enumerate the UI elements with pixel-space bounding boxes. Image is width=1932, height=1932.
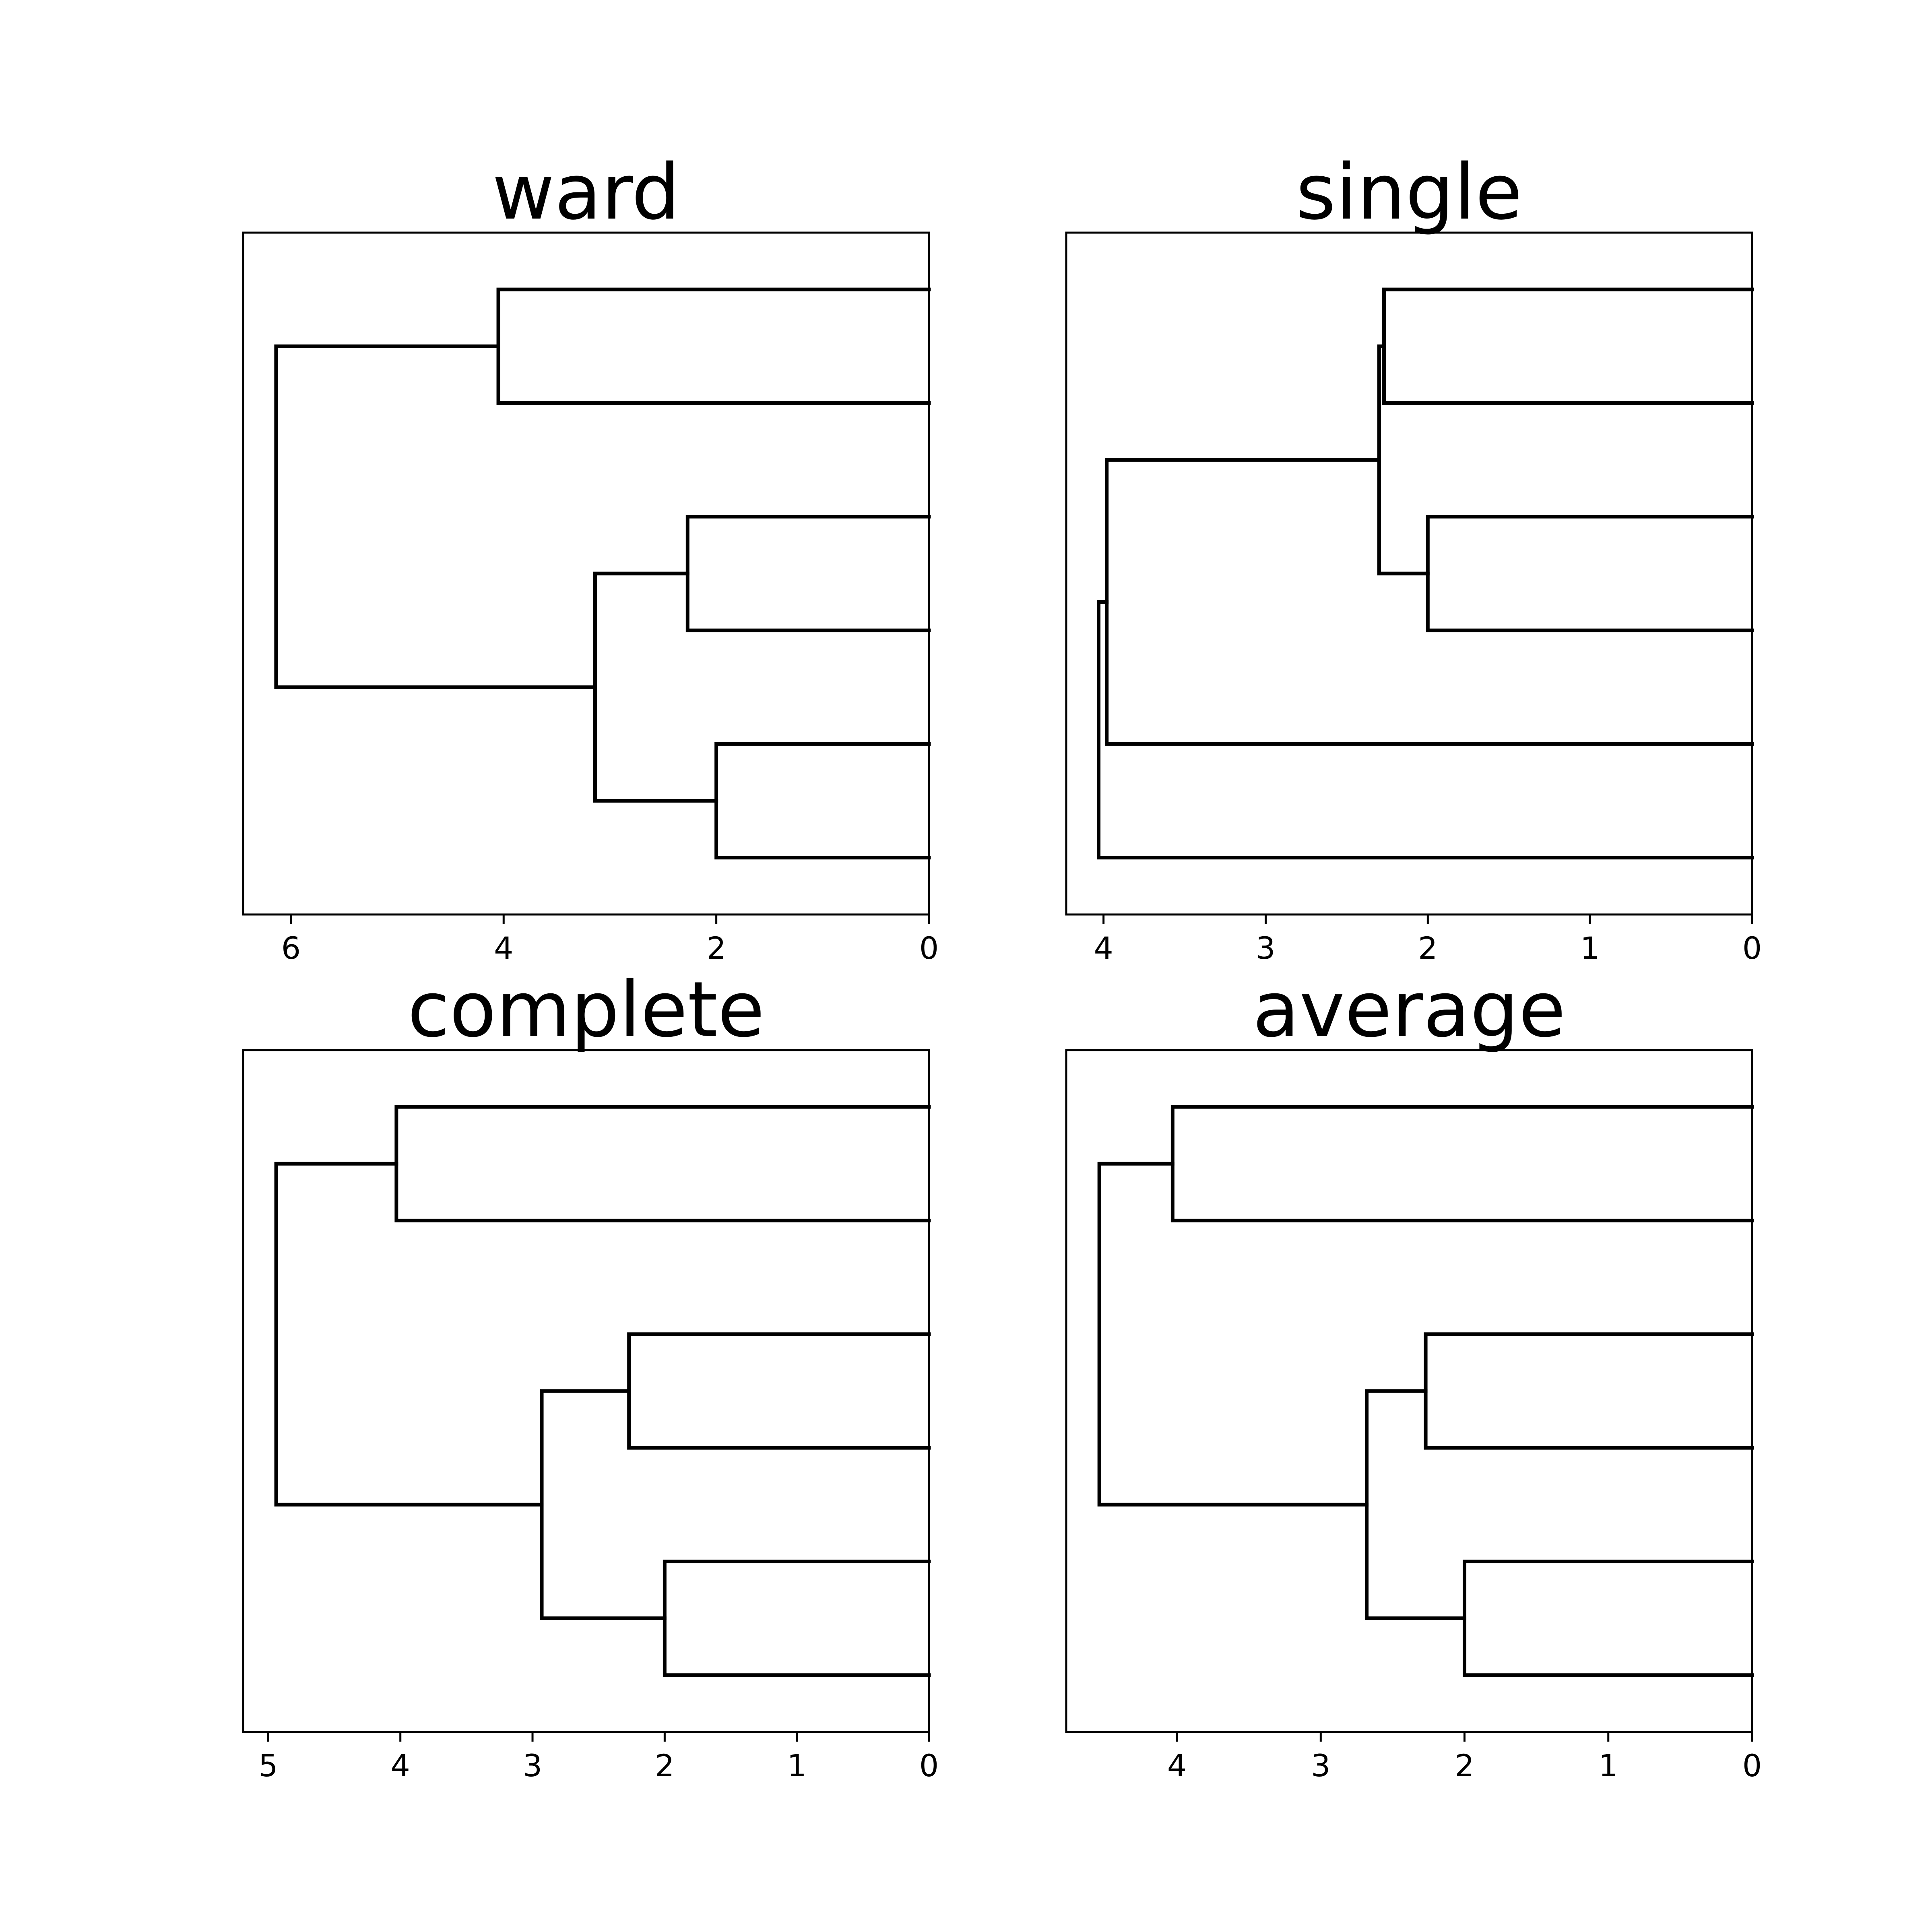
dendrogram-link-3 (1463, 1559, 1754, 1677)
dendrogram-link-1 (1170, 1105, 1754, 1222)
dendrogram-panel-complete: complete 5 4 3 2 1 0 (242, 965, 939, 1783)
x-tick-label: 4 (391, 1748, 410, 1783)
x-tick-label: 0 (919, 930, 939, 966)
x-tick-label: 2 (706, 930, 726, 966)
x-tick-label: 1 (1599, 1748, 1618, 1783)
x-tick-label: 0 (919, 1748, 939, 1783)
dendrogram-link-5 (1097, 600, 1754, 860)
dendrogram-link-3 (714, 742, 931, 860)
dendrogram-link-4 (1365, 1389, 1467, 1620)
chart-title: ward (492, 148, 680, 237)
x-tick-label: 1 (1580, 930, 1600, 966)
dendrogram-link-1 (394, 1105, 931, 1222)
x-tick-label: 4 (1167, 1748, 1187, 1783)
dendrogram-link-4 (593, 572, 718, 803)
axes-frame (1065, 1049, 1753, 1733)
x-tick-label: 6 (281, 930, 301, 966)
dendrogram-link-3 (1377, 344, 1430, 576)
x-tick-label: 5 (258, 1748, 278, 1783)
axes-frame (1065, 231, 1753, 916)
chart-title: single (1296, 148, 1523, 237)
dendrogram-panel-single: single 4 3 2 1 0 (1065, 148, 1762, 966)
x-tick-label: 0 (1742, 1748, 1762, 1783)
x-tick-label: 4 (1094, 930, 1113, 966)
dendrogram-link-2 (685, 515, 931, 632)
dendrogram-panel-average: average 4 3 2 1 0 (1065, 965, 1762, 1783)
chart-title: complete (407, 965, 764, 1054)
x-tick-label: 3 (1311, 1748, 1330, 1783)
dendrogram-link-2 (1426, 515, 1754, 632)
x-tick-label: 2 (1418, 930, 1437, 966)
dendrogram-link-3 (663, 1559, 931, 1677)
dendrogram-link-4 (540, 1389, 667, 1620)
x-tick-label: 2 (1455, 1748, 1474, 1783)
x-tick-label: 3 (1256, 930, 1275, 966)
x-tick-label: 3 (523, 1748, 542, 1783)
dendrogram-link-2 (627, 1332, 931, 1450)
dendrogram-panel-ward: ward 6 4 2 0 (242, 148, 939, 966)
chart-title: average (1253, 965, 1566, 1054)
dendrogram-link-2 (1424, 1332, 1754, 1450)
axes-frame (242, 1049, 930, 1733)
dendrogram-link-5 (1097, 1162, 1369, 1507)
axes-frame (242, 231, 930, 916)
dendrogram-link-5 (274, 1162, 544, 1507)
x-tick-label: 4 (494, 930, 513, 966)
dendrogram-link-1 (496, 287, 931, 405)
x-tick-label: 1 (787, 1748, 806, 1783)
dendrogram-link-5 (274, 344, 597, 689)
x-tick-label: 2 (655, 1748, 674, 1783)
dendrogram-link-1 (1382, 287, 1754, 405)
x-tick-label: 0 (1742, 930, 1762, 966)
